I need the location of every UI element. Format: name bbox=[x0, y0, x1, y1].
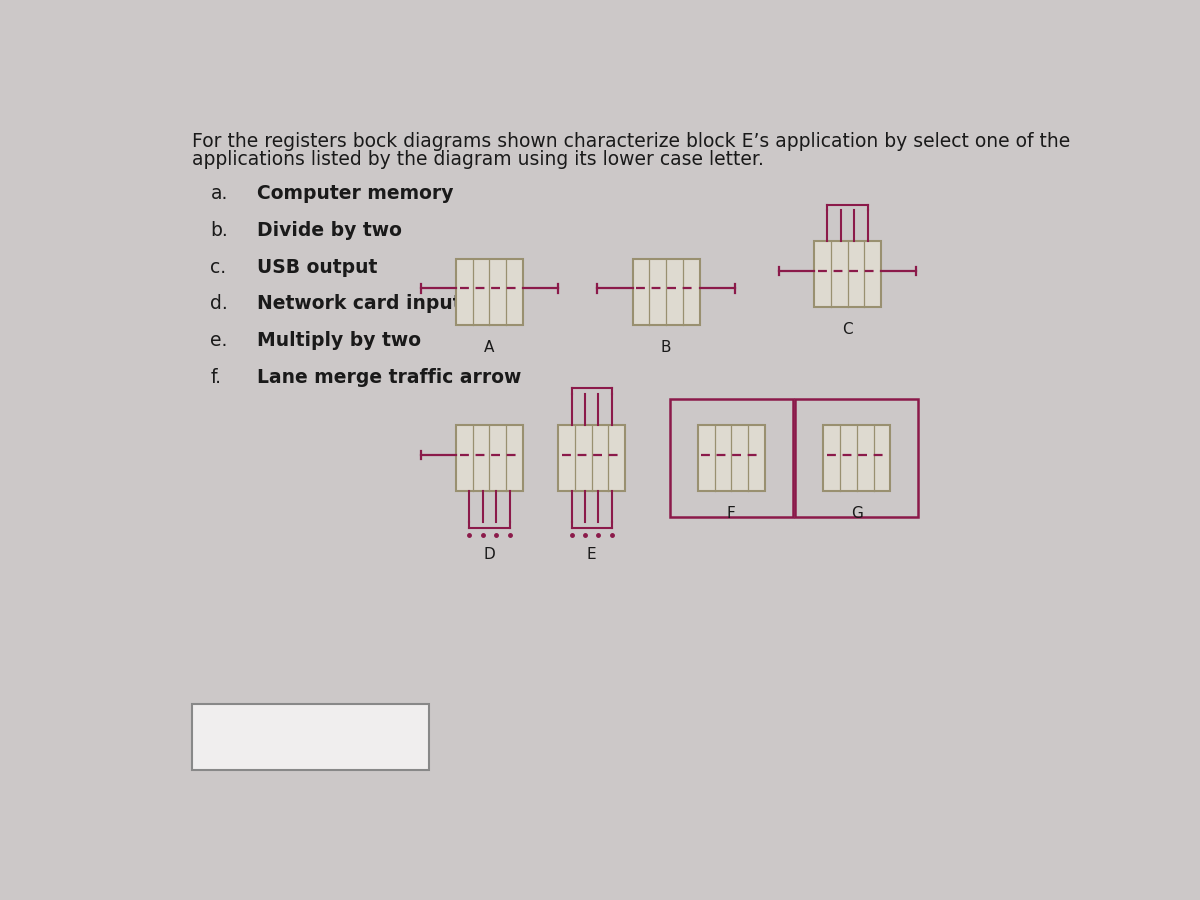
Text: b.: b. bbox=[210, 221, 228, 240]
Text: Divide by two: Divide by two bbox=[257, 221, 402, 240]
Text: Network card input: Network card input bbox=[257, 294, 462, 313]
Text: Multiply by two: Multiply by two bbox=[257, 331, 421, 350]
Bar bbox=[670, 399, 793, 518]
Text: f.: f. bbox=[210, 368, 222, 387]
Bar bbox=[456, 258, 523, 325]
Text: D: D bbox=[484, 547, 496, 562]
Bar bbox=[823, 425, 890, 490]
Text: a.: a. bbox=[210, 184, 228, 203]
Text: E: E bbox=[587, 547, 596, 562]
Text: F: F bbox=[727, 506, 736, 521]
Text: Lane merge traffic arrow: Lane merge traffic arrow bbox=[257, 368, 521, 387]
Text: Computer memory: Computer memory bbox=[257, 184, 454, 203]
Text: G: G bbox=[851, 506, 863, 521]
Bar bbox=[796, 399, 918, 518]
Bar bbox=[632, 258, 700, 325]
Text: For the registers bock diagrams shown characterize block E’s application by sele: For the registers bock diagrams shown ch… bbox=[192, 132, 1070, 151]
Text: C: C bbox=[842, 322, 853, 338]
Text: c.: c. bbox=[210, 257, 227, 276]
Text: A: A bbox=[485, 340, 494, 355]
Bar bbox=[456, 425, 523, 490]
Text: B: B bbox=[661, 340, 672, 355]
Bar bbox=[814, 241, 881, 307]
Bar bbox=[558, 425, 625, 490]
Text: USB output: USB output bbox=[257, 257, 377, 276]
Bar bbox=[697, 425, 764, 490]
Text: applications listed by the diagram using its lower case letter.: applications listed by the diagram using… bbox=[192, 149, 763, 168]
Text: d.: d. bbox=[210, 294, 228, 313]
Text: e.: e. bbox=[210, 331, 228, 350]
Bar bbox=[192, 704, 430, 770]
